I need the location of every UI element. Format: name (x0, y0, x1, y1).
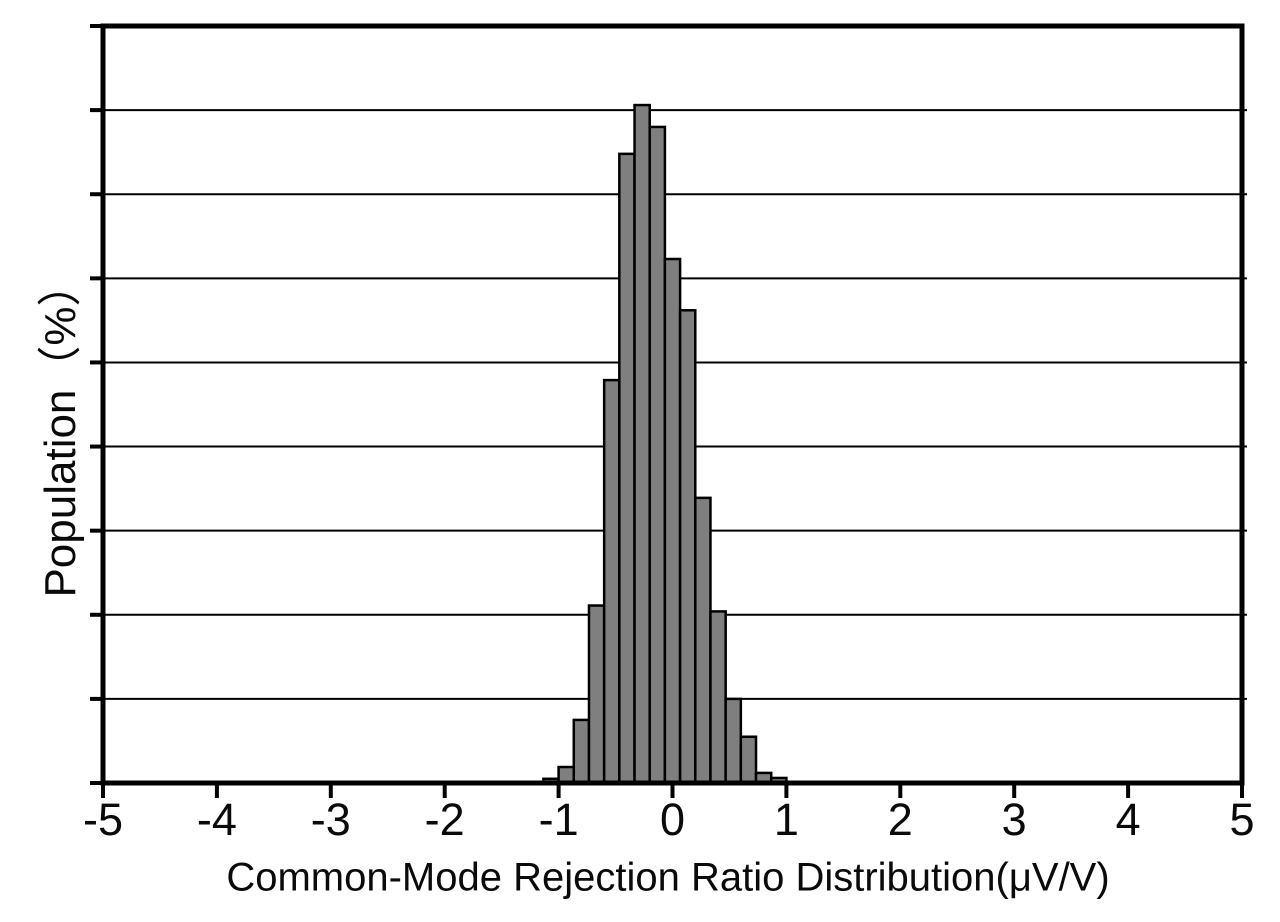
histogram-bar (694, 496, 712, 785)
x-axis-title: Common-Mode Rejection Ratio Distribution… (226, 856, 1109, 901)
x-tick-label: -3 (310, 794, 351, 845)
histogram-bar (618, 152, 636, 785)
y-axis-title-text: Population（%） (36, 262, 85, 598)
histogram-bar (724, 697, 743, 785)
histogram-bar (739, 735, 758, 785)
x-tick-label: -5 (82, 794, 124, 845)
histogram-bar (602, 378, 621, 785)
x-tick-label: 1 (773, 794, 799, 845)
histogram-bar (709, 610, 727, 785)
x-tick-label: 5 (1229, 794, 1255, 845)
y-axis-title: Population（%） (24, 262, 88, 597)
histogram-bar (648, 125, 667, 785)
histogram-bar (633, 103, 651, 785)
x-tick-label: -2 (424, 794, 465, 845)
x-tick-label: 2 (887, 794, 913, 845)
histogram-bar (572, 718, 591, 785)
x-tick-label: 0 (659, 794, 686, 845)
x-tick-label: -1 (538, 794, 579, 845)
histogram-bar (587, 604, 606, 785)
x-axis-title-text: Common-Mode Rejection Ratio Distribution… (226, 855, 1110, 900)
x-tick-label: -4 (196, 794, 237, 845)
x-tick-label: 3 (1001, 794, 1027, 845)
histogram-bar (678, 309, 697, 785)
histogram-bar (663, 257, 682, 785)
x-tick-label: 4 (1115, 794, 1141, 845)
